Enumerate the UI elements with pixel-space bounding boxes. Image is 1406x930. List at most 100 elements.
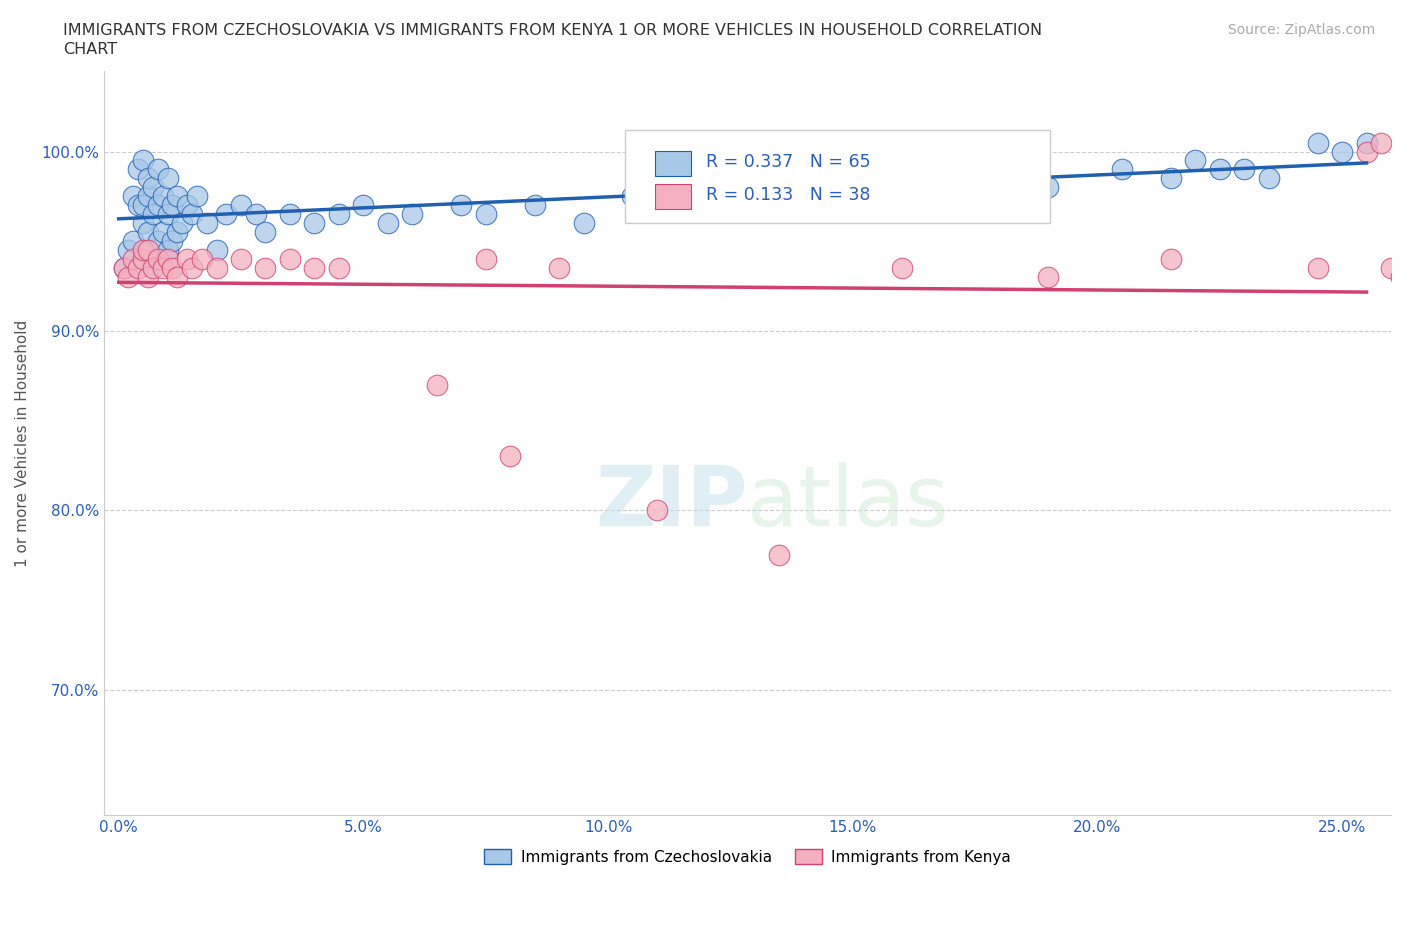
Point [146, 252, 169, 267]
Point [142, 252, 165, 267]
Point [352, 198, 374, 213]
Point [1012, 171, 1035, 186]
Point [142, 206, 165, 221]
Point [122, 189, 145, 204]
Point [229, 252, 252, 267]
Text: CHART: CHART [63, 42, 117, 57]
Point [474, 252, 496, 267]
Point [132, 198, 155, 213]
Point [156, 171, 179, 186]
Point [136, 171, 159, 186]
Point [142, 180, 165, 195]
Point [1389, 270, 1406, 285]
Point [156, 243, 179, 258]
Point [112, 260, 135, 275]
Point [328, 260, 350, 275]
Point [152, 260, 174, 275]
Point [132, 252, 155, 267]
Point [172, 216, 194, 231]
Point [841, 180, 863, 195]
Point [1038, 270, 1060, 285]
Point [112, 260, 135, 275]
Point [254, 225, 277, 240]
Point [245, 206, 267, 221]
Point [377, 216, 399, 231]
Point [136, 225, 159, 240]
Point [122, 252, 145, 267]
Point [127, 260, 149, 275]
Point [146, 233, 169, 248]
Point [162, 198, 184, 213]
Point [136, 270, 159, 285]
Point [142, 260, 165, 275]
Point [1233, 162, 1256, 177]
Point [146, 162, 169, 177]
Point [548, 260, 571, 275]
Point [162, 233, 184, 248]
Point [645, 503, 668, 518]
Y-axis label: 1 or more Vehicles in Household: 1 or more Vehicles in Household [15, 319, 30, 566]
Point [136, 189, 159, 204]
Point [1160, 171, 1182, 186]
Point [156, 206, 179, 221]
Point [152, 225, 174, 240]
Point [1160, 252, 1182, 267]
Point [117, 243, 139, 258]
Point [176, 252, 198, 267]
Point [1184, 153, 1206, 168]
Text: Source: ZipAtlas.com: Source: ZipAtlas.com [1227, 23, 1375, 37]
Point [132, 216, 155, 231]
Point [1257, 171, 1279, 186]
Point [278, 252, 301, 267]
Point [450, 198, 472, 213]
Point [117, 270, 139, 285]
Point [695, 198, 717, 213]
Legend: Immigrants from Czechoslovakia, Immigrants from Kenya: Immigrants from Czechoslovakia, Immigran… [478, 843, 1017, 870]
Point [1306, 135, 1329, 150]
Point [328, 206, 350, 221]
Point [195, 216, 218, 231]
Point [939, 189, 962, 204]
Point [176, 198, 198, 213]
Point [122, 233, 145, 248]
FancyBboxPatch shape [626, 130, 1050, 223]
Point [1379, 260, 1402, 275]
Point [1306, 260, 1329, 275]
Point [1111, 162, 1133, 177]
Point [1331, 144, 1354, 159]
Point [572, 216, 595, 231]
Point [156, 252, 179, 267]
Point [1355, 135, 1378, 150]
Point [523, 198, 546, 213]
Point [1405, 405, 1406, 419]
Point [304, 260, 326, 275]
Point [132, 243, 155, 258]
Point [401, 206, 423, 221]
Point [146, 198, 169, 213]
Point [136, 243, 159, 258]
Point [191, 252, 214, 267]
Point [166, 270, 188, 285]
Point [162, 260, 184, 275]
Point [915, 171, 938, 186]
Point [152, 189, 174, 204]
FancyBboxPatch shape [655, 152, 690, 176]
Point [205, 260, 228, 275]
Point [127, 198, 149, 213]
Text: IMMIGRANTS FROM CZECHOSLOVAKIA VS IMMIGRANTS FROM KENYA 1 OR MORE VEHICLES IN HO: IMMIGRANTS FROM CZECHOSLOVAKIA VS IMMIGR… [63, 23, 1042, 38]
Point [499, 449, 522, 464]
Point [166, 189, 188, 204]
Point [426, 378, 449, 392]
Point [181, 206, 204, 221]
Text: atlas: atlas [748, 462, 949, 543]
Point [768, 548, 790, 563]
Point [304, 216, 326, 231]
Text: R = 0.133   N = 38: R = 0.133 N = 38 [706, 186, 870, 204]
Point [474, 206, 496, 221]
Point [890, 260, 912, 275]
Text: R = 0.337   N = 65: R = 0.337 N = 65 [706, 153, 870, 171]
Point [278, 206, 301, 221]
Point [1355, 144, 1378, 159]
Point [186, 189, 208, 204]
Point [1369, 135, 1392, 150]
